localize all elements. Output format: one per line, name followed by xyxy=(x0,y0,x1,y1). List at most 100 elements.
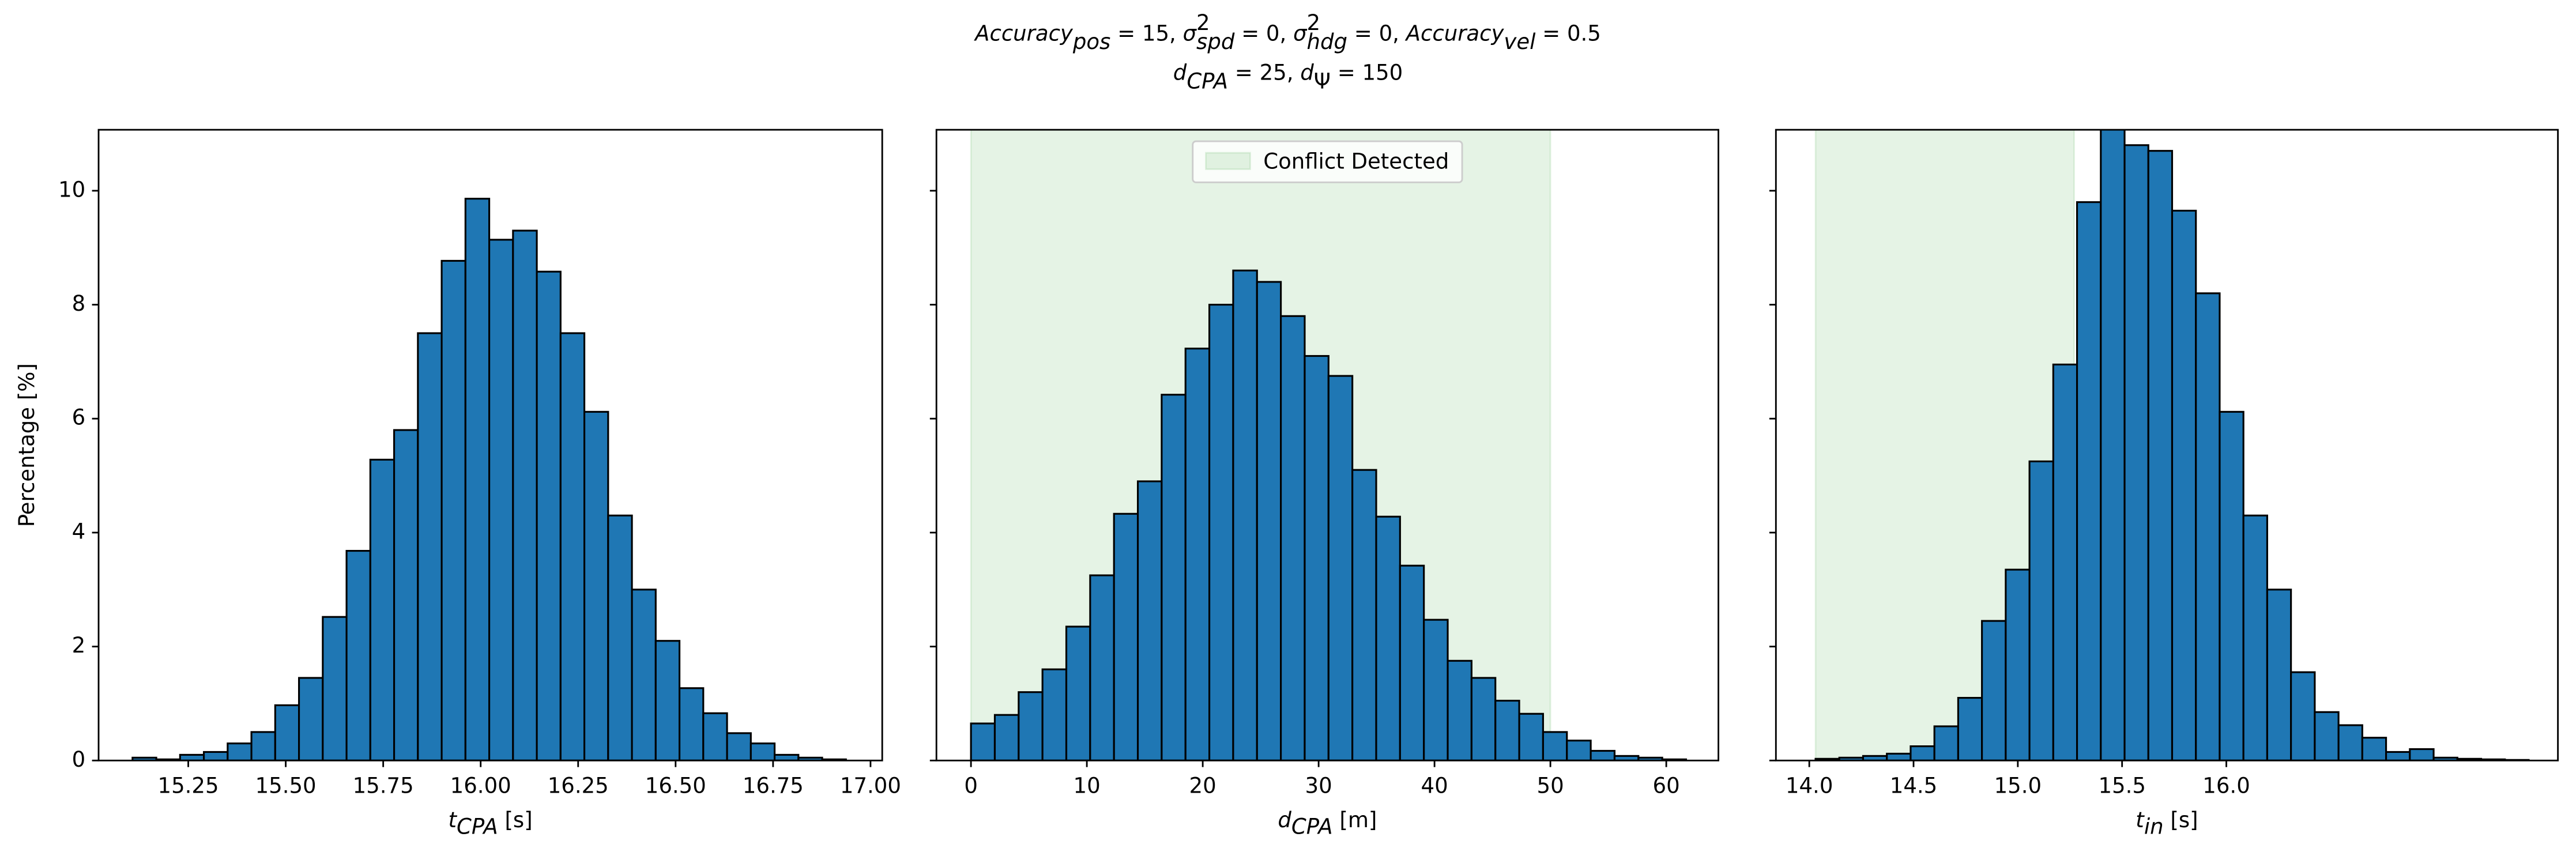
bar xyxy=(1113,512,1139,761)
bar xyxy=(750,742,776,761)
title-part: = 0, xyxy=(1234,21,1293,46)
axes-frame xyxy=(935,129,1719,761)
bar xyxy=(2076,201,2102,761)
x-tick-label: 16.75 xyxy=(743,773,804,798)
x-axis-label: CPA xyxy=(457,814,498,839)
bar xyxy=(2242,514,2268,761)
bar xyxy=(2100,130,2126,761)
bar xyxy=(607,514,633,761)
x-tick-label: 30 xyxy=(1305,773,1332,798)
bar xyxy=(1375,515,1401,761)
bar xyxy=(1304,355,1330,761)
bar xyxy=(322,616,348,761)
bar xyxy=(1399,564,1425,761)
bar xyxy=(274,704,300,761)
bar xyxy=(559,332,586,761)
title-part: pos xyxy=(1072,29,1110,54)
x-axis-label: [s] xyxy=(2164,808,2198,832)
bar xyxy=(1161,394,1187,761)
bar xyxy=(369,458,396,761)
y-tick-label: 6 xyxy=(72,405,86,430)
bar xyxy=(1590,749,1616,761)
axes-frame xyxy=(1775,129,2559,761)
bar xyxy=(1018,691,1044,761)
x-tick-label: 60 xyxy=(1653,773,1680,798)
legend-box xyxy=(1192,140,1463,183)
x-tick-label: 16.0 xyxy=(2202,773,2250,798)
bar xyxy=(583,410,609,761)
bar xyxy=(512,229,538,761)
title-part: d xyxy=(1300,61,1314,85)
bar xyxy=(1208,303,1234,761)
bar xyxy=(2290,671,2316,761)
bar xyxy=(298,677,324,761)
x-tick-label: 15.25 xyxy=(158,773,219,798)
bar xyxy=(536,270,562,761)
bar xyxy=(1957,696,1983,761)
title-part: d xyxy=(1173,61,1187,85)
y-tick-label: 0 xyxy=(72,747,86,772)
bar xyxy=(726,732,752,761)
bar xyxy=(1518,712,1544,761)
x-axis-label: d xyxy=(1278,808,1291,832)
bar xyxy=(2028,460,2054,761)
bar xyxy=(1089,574,1115,761)
x-axis-label: in xyxy=(2144,814,2164,839)
bar xyxy=(1136,480,1163,761)
legend: Conflict Detected xyxy=(1192,140,1463,183)
bar xyxy=(179,753,205,761)
bar xyxy=(440,259,466,761)
plot-area xyxy=(970,130,1688,761)
title-part: 2 xyxy=(1196,10,1210,35)
title-part: 2 xyxy=(1307,10,1321,35)
x-axis-label: t xyxy=(449,808,458,832)
y-tick-label: 2 xyxy=(72,633,86,658)
bar xyxy=(1327,375,1354,761)
bar xyxy=(1351,469,1377,761)
x-tick-label: 15.75 xyxy=(353,773,414,798)
x-tick-label: 14.0 xyxy=(1786,773,1833,798)
title-part: vel xyxy=(1504,29,1536,54)
bar xyxy=(773,753,800,761)
bar xyxy=(678,687,705,761)
bar xyxy=(2266,589,2292,761)
bar xyxy=(2219,410,2244,761)
title-part: = 0, xyxy=(1347,21,1406,46)
x-tick-label: 16.25 xyxy=(548,773,609,798)
bar xyxy=(1256,281,1282,761)
bar xyxy=(488,239,514,761)
bar xyxy=(702,712,728,761)
title-part: σ xyxy=(1293,21,1308,46)
bar xyxy=(1184,348,1211,761)
bar xyxy=(345,549,371,761)
title-part: Ψ xyxy=(1314,69,1331,93)
y-tick-label: 8 xyxy=(72,291,86,316)
x-axis-label: [s] xyxy=(498,808,533,832)
bar xyxy=(2171,209,2197,761)
bar xyxy=(2337,724,2363,761)
bar xyxy=(2314,711,2340,761)
bar xyxy=(1280,315,1306,761)
x-tick-label: 15.0 xyxy=(1994,773,2042,798)
y-tick-label: 4 xyxy=(72,519,86,544)
bar xyxy=(1470,677,1497,761)
bar xyxy=(1933,725,1959,761)
bar xyxy=(2052,363,2078,761)
title-part: Accuracy xyxy=(974,21,1074,46)
x-axis-label: [m] xyxy=(1333,808,1377,832)
x-tick-label: 10 xyxy=(1074,773,1101,798)
bar xyxy=(417,332,443,761)
x-tick-label: 15.5 xyxy=(2098,773,2145,798)
bar xyxy=(1542,731,1568,761)
bar xyxy=(654,640,681,761)
bar xyxy=(631,589,657,761)
bar xyxy=(2409,748,2435,761)
bar xyxy=(1232,269,1258,761)
title-part: = 15, xyxy=(1110,21,1182,46)
bar xyxy=(1494,699,1520,761)
title-part: = 150 xyxy=(1331,61,1403,85)
bar xyxy=(203,751,229,761)
bar xyxy=(1065,625,1091,761)
plot-area xyxy=(1814,130,2530,761)
